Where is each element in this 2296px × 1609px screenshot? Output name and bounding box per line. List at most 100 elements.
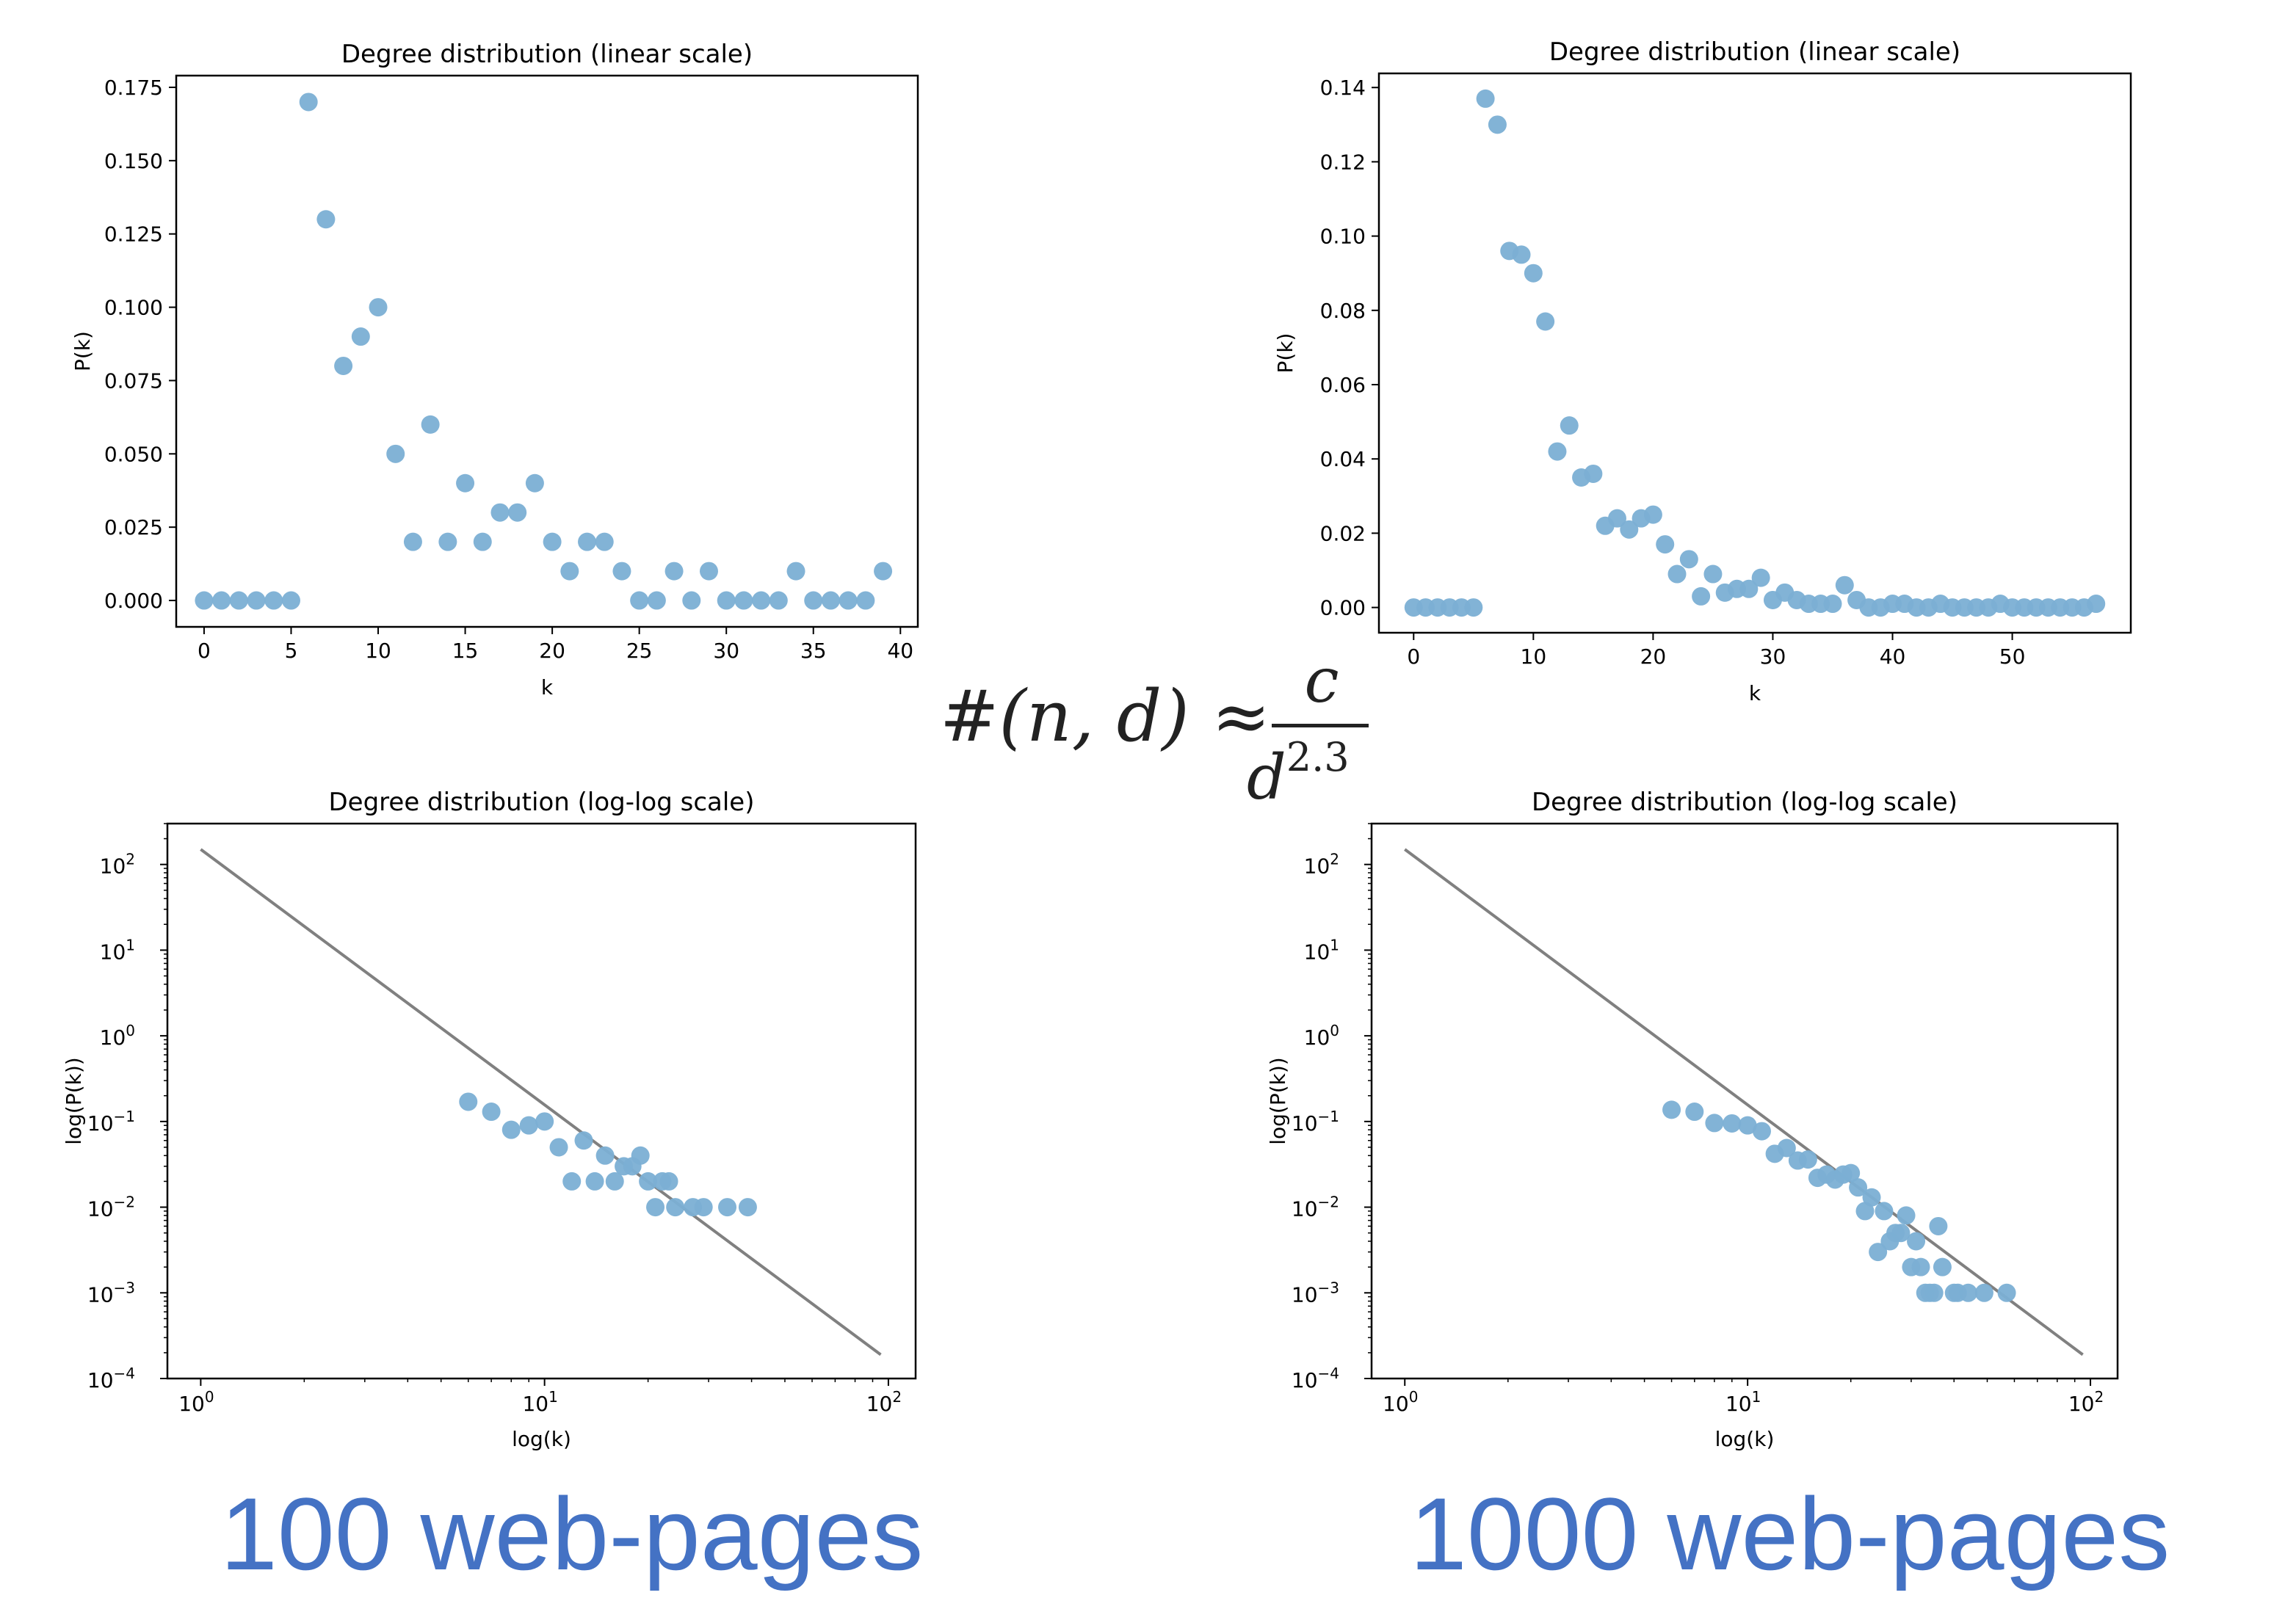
p1000-linear-ytick-label: 0.06	[1320, 373, 1366, 397]
p100-linear-point	[334, 356, 353, 375]
p1000-loglog-xtick-label: 101	[1725, 1388, 1761, 1416]
p100-linear-xtick-label: 15	[452, 639, 479, 663]
p1000-loglog-point	[1685, 1103, 1704, 1122]
p100-linear-point	[682, 591, 701, 610]
p1000-linear-ytick-label: 0.14	[1320, 76, 1366, 100]
p100-linear-point	[421, 415, 440, 434]
power-law-formula: #(n, d) ≈ c d2.3	[932, 631, 1388, 813]
p1000-linear-ytick-label: 0.04	[1320, 447, 1366, 471]
p1000-loglog-ytick-label: 10−1	[1292, 1108, 1339, 1136]
p1000-loglog-point	[1907, 1232, 1926, 1251]
p100-loglog-ytick-label: 10−4	[87, 1365, 135, 1392]
p100-loglog-point	[459, 1092, 478, 1111]
p100-linear-point	[821, 591, 840, 610]
p100-loglog-point	[605, 1172, 624, 1191]
p100-loglog-ylabel: log(P(k))	[62, 1057, 86, 1144]
p1000-linear-point	[1739, 579, 1759, 598]
p1000-loglog-point	[1841, 1163, 1861, 1183]
p100-loglog-ytick-exponent: −1	[114, 1108, 135, 1125]
p100-loglog-xtick-label: 102	[866, 1388, 902, 1416]
p1000-loglog-point	[1924, 1283, 1944, 1302]
p1000-linear-ytick-label: 0.10	[1320, 225, 1366, 249]
p100-loglog-title: Degree distribution (log-log scale)	[329, 788, 755, 817]
p100-linear-point	[525, 473, 544, 493]
p100-linear-point	[403, 532, 422, 551]
p100-loglog-ytick-exponent: −3	[114, 1279, 135, 1296]
p100-linear-point	[839, 591, 858, 610]
p1000-linear-point	[1607, 509, 1626, 528]
p1000-loglog-point	[1974, 1283, 1993, 1302]
p100-loglog-xtick-label: 101	[522, 1388, 557, 1416]
p100-linear-point	[560, 562, 579, 581]
p1000-loglog-point	[1705, 1114, 1724, 1133]
p1000-linear-point	[1512, 245, 1531, 264]
p100-loglog-point	[482, 1103, 501, 1122]
formula-denominator: d2.3	[1247, 734, 1350, 813]
p100-linear-point	[264, 591, 283, 610]
p100-linear-point	[229, 591, 248, 610]
p100-linear-point	[212, 591, 231, 610]
p100-linear-point	[856, 591, 875, 610]
p1000-linear-plot-frame	[1377, 72, 2132, 634]
p1000-linear-xlabel: k	[1749, 681, 1761, 705]
p1000-loglog-point	[1933, 1257, 1952, 1276]
p1000-loglog-xtick-exponent: 0	[1409, 1388, 1419, 1406]
p100-loglog-plot-frame	[166, 822, 917, 1380]
p100-linear-xlabel: k	[541, 675, 554, 700]
p1000-linear-point	[2087, 595, 2106, 614]
p1000-loglog-ytick-exponent: 2	[1330, 851, 1339, 868]
p100-linear-point	[456, 473, 475, 493]
formula-fraction-bar	[1272, 724, 1369, 727]
p100-loglog-point	[519, 1116, 538, 1135]
p1000-loglog-point	[1862, 1188, 1881, 1207]
p100-loglog-point	[574, 1131, 593, 1150]
p100-loglog-ytick-label: 100	[100, 1022, 135, 1050]
caption-1000-web-pages: 1000 web-pages	[1410, 1476, 2170, 1591]
p1000-loglog-ytick-exponent: −1	[1318, 1108, 1339, 1125]
p1000-loglog-point	[1738, 1116, 1757, 1135]
p1000-loglog-point	[1752, 1122, 1771, 1141]
p100-loglog-point	[639, 1172, 658, 1191]
p100-linear-xtick-label: 40	[887, 639, 913, 663]
p100-linear-point	[351, 327, 370, 346]
p1000-loglog-point	[1798, 1150, 1817, 1169]
p1000-loglog-ytick-label: 102	[1304, 851, 1339, 879]
p100-linear-xtick-label: 20	[539, 639, 565, 663]
p1000-linear-point	[1488, 115, 1507, 134]
formula-lhs: #(n, d) ≈	[940, 675, 1271, 758]
p100-loglog-point	[595, 1146, 615, 1165]
p1000-linear-point	[1584, 464, 1603, 483]
p1000-loglog-ytick-exponent: −4	[1318, 1365, 1339, 1382]
p100-linear-point	[299, 92, 318, 112]
p1000-loglog-ytick-label: 10−4	[1292, 1365, 1339, 1392]
p1000-loglog-point	[1855, 1202, 1875, 1221]
p1000-loglog-ytick-label: 101	[1304, 936, 1339, 964]
p100-loglog-point	[562, 1172, 582, 1191]
p100-linear-point	[664, 562, 684, 581]
p100-loglog-ytick-label: 10−1	[87, 1108, 135, 1136]
p100-linear-point	[734, 591, 753, 610]
p100-loglog-xtick-exponent: 0	[205, 1388, 214, 1406]
p100-linear-xtick-label: 35	[800, 639, 827, 663]
p1000-linear-ytick-label: 0.02	[1320, 521, 1366, 545]
p1000-linear-xtick-label: 10	[1521, 644, 1547, 669]
p100-linear-ylabel: P(k)	[70, 331, 95, 371]
p1000-linear-xtick-label: 0	[1407, 644, 1420, 669]
p100-linear-point	[752, 591, 771, 610]
p100-linear-point	[786, 562, 805, 581]
p1000-loglog-point	[1723, 1114, 1742, 1133]
p100-linear-point	[647, 591, 666, 610]
p1000-linear-point	[1560, 416, 1579, 435]
p100-linear-point	[804, 591, 823, 610]
p100-loglog-ytick-label: 10−3	[87, 1279, 135, 1307]
p100-linear-point	[508, 503, 527, 522]
p100-linear-title: Degree distribution (linear scale)	[341, 40, 753, 69]
p1000-loglog-xtick-label: 100	[1383, 1388, 1418, 1416]
p100-loglog-point	[585, 1172, 604, 1191]
p1000-linear-point	[1703, 564, 1723, 584]
p100-loglog-point	[666, 1198, 685, 1217]
p100-loglog-point	[659, 1172, 678, 1191]
p1000-loglog-point	[1911, 1257, 1930, 1276]
p1000-loglog-ytick-exponent: 0	[1330, 1022, 1339, 1039]
